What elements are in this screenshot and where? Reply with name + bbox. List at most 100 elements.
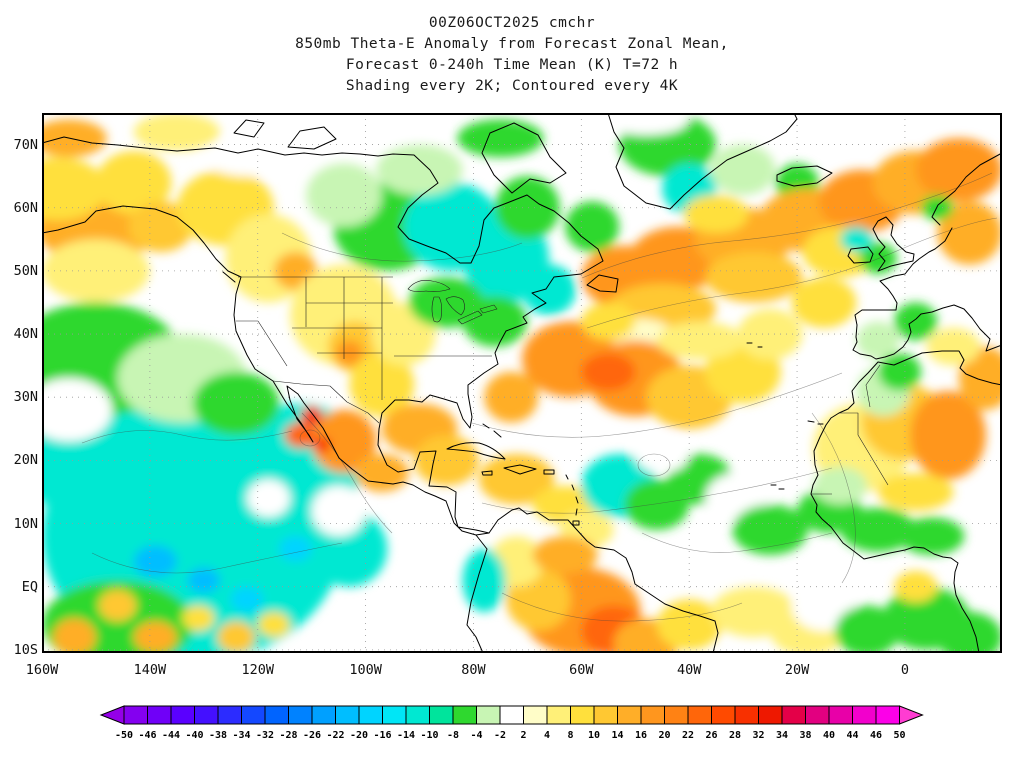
anomaly-blob bbox=[42, 157, 107, 221]
anomaly-blob bbox=[859, 242, 897, 275]
colorbar-tick-label: 44 bbox=[846, 730, 858, 741]
colorbar-cell bbox=[852, 705, 877, 725]
anomaly-blob bbox=[203, 138, 290, 177]
plot-title-line3: Forecast 0-240h Time Mean (K) T=72 h bbox=[345, 57, 679, 73]
anomaly-blob bbox=[257, 612, 291, 638]
anomaly-blob bbox=[877, 473, 954, 511]
anomaly-blob bbox=[565, 201, 620, 252]
anomaly-blob bbox=[926, 327, 981, 366]
colorbar-tick-label: 14 bbox=[611, 730, 623, 741]
anomaly-blob bbox=[52, 618, 96, 653]
colorbar-tick-label: -38 bbox=[209, 730, 227, 741]
colorbar-cell bbox=[123, 705, 148, 725]
colorbar-tick-label: 32 bbox=[752, 730, 764, 741]
colorbar-cell bbox=[617, 705, 642, 725]
anomaly-blob bbox=[246, 479, 291, 518]
anomaly-blob bbox=[899, 517, 965, 556]
colorbar-tick-label: -22 bbox=[326, 730, 344, 741]
anomaly-blob bbox=[182, 605, 215, 631]
africa-coast bbox=[810, 350, 1002, 653]
anomaly-blob bbox=[732, 504, 808, 556]
colorbar-cell bbox=[264, 705, 289, 725]
anomaly-blob bbox=[42, 119, 107, 158]
contour-lines bbox=[81, 172, 998, 653]
colorbar-tick-label: 28 bbox=[729, 730, 741, 741]
colorbar-tick-label: 16 bbox=[635, 730, 647, 741]
colorbar-cell bbox=[734, 705, 759, 725]
colorbar-cell bbox=[170, 705, 195, 725]
colorbar-tick-label: -26 bbox=[303, 730, 321, 741]
anomaly-blob bbox=[457, 119, 544, 158]
anomaly-blob bbox=[42, 239, 150, 303]
plot-title-line4: Shading every 2K; Contoured every 4K bbox=[345, 78, 679, 94]
lon-tick-label: 0 bbox=[900, 662, 909, 678]
anomaly-blob bbox=[98, 589, 137, 622]
colorbar-cell bbox=[335, 705, 360, 725]
colorbar-cell bbox=[217, 705, 242, 725]
colorbar-cell bbox=[358, 705, 383, 725]
colorbar-cell bbox=[241, 705, 266, 725]
anomaly-blob bbox=[840, 507, 916, 552]
anomaly-blob bbox=[187, 567, 220, 593]
lon-tick-label: 80W bbox=[461, 662, 486, 678]
lon-tick-label: 120W bbox=[241, 662, 274, 678]
anomaly-blob bbox=[958, 346, 1002, 410]
colorbar-cell bbox=[147, 705, 172, 725]
colorbar-tick-label: -16 bbox=[373, 730, 391, 741]
anomaly-blob bbox=[376, 144, 463, 196]
anomaly-blob bbox=[311, 409, 377, 473]
greenland-coast bbox=[607, 113, 798, 210]
map-area bbox=[42, 113, 1002, 653]
anomaly-blob bbox=[311, 485, 366, 537]
colorbar-tick-label: 50 bbox=[893, 730, 905, 741]
anomaly-blob bbox=[894, 570, 938, 603]
colorbar-tick-label: -20 bbox=[350, 730, 368, 741]
colorbar-cell bbox=[711, 705, 736, 725]
plot-title-line1: 00Z06OCT2025 cmchr bbox=[428, 15, 596, 31]
lon-tick-label: 100W bbox=[349, 662, 382, 678]
anomaly-blob bbox=[840, 226, 873, 252]
anomaly-blob bbox=[894, 302, 938, 341]
europe-coast bbox=[852, 152, 1002, 360]
colorbar-tick-label: -44 bbox=[162, 730, 180, 741]
colorbar-tick-label: 8 bbox=[567, 730, 573, 741]
anomaly-blob bbox=[937, 611, 1002, 653]
colorbar-tick-label: 20 bbox=[658, 730, 670, 741]
anomaly-blob bbox=[656, 599, 722, 650]
colorbar: -50 -46 -44 -40 -38 -34 -32 -28 -26 -22 -20 -16 -14-… bbox=[99, 705, 924, 741]
anomaly-blob bbox=[133, 545, 177, 578]
anomaly-blob bbox=[683, 195, 749, 233]
colorbar-cell bbox=[664, 705, 689, 725]
colorbar-tick-label: 4 bbox=[544, 730, 550, 741]
plot-title-block: 00Z06OCT2025 cmchr 850mb Theta-E Anomaly… bbox=[0, 13, 1024, 97]
anomaly-blob bbox=[581, 353, 636, 391]
map-plot bbox=[42, 113, 1002, 653]
anomaly-blob bbox=[522, 264, 576, 316]
colorbar-tick-label: 22 bbox=[682, 730, 694, 741]
colorbar-tick-label: 40 bbox=[823, 730, 835, 741]
anomaly-blob bbox=[95, 150, 172, 215]
colorbar-cell bbox=[476, 705, 501, 725]
map-frame bbox=[42, 113, 1002, 653]
colorbar-cell bbox=[382, 705, 407, 725]
colorbar-tick-label: -2 bbox=[494, 730, 506, 741]
south-america-coast bbox=[466, 507, 719, 653]
colorbar-tick-label: -4 bbox=[470, 730, 482, 741]
great-lakes bbox=[407, 280, 498, 325]
anomaly-blob bbox=[193, 371, 280, 436]
colorbar-tick-label: 10 bbox=[588, 730, 600, 741]
anomaly-blob bbox=[42, 378, 113, 442]
colorbar-tick-label: -8 bbox=[447, 730, 459, 741]
lat-tick-label: 70N bbox=[13, 136, 38, 153]
anomaly-blob bbox=[217, 621, 256, 653]
arctic-islands bbox=[233, 119, 567, 194]
colorbar-cell bbox=[570, 705, 595, 725]
colorbar-cell bbox=[687, 705, 712, 725]
colorbar-tick-label: -50 bbox=[115, 730, 133, 741]
lat-tick-label: 10S bbox=[13, 641, 38, 658]
colorbar-arrow-right bbox=[899, 705, 924, 725]
anomaly-blob bbox=[710, 144, 776, 196]
lat-tick-label: 40N bbox=[13, 326, 38, 343]
anomaly-blob bbox=[921, 195, 954, 221]
anomaly-blob bbox=[133, 113, 220, 151]
